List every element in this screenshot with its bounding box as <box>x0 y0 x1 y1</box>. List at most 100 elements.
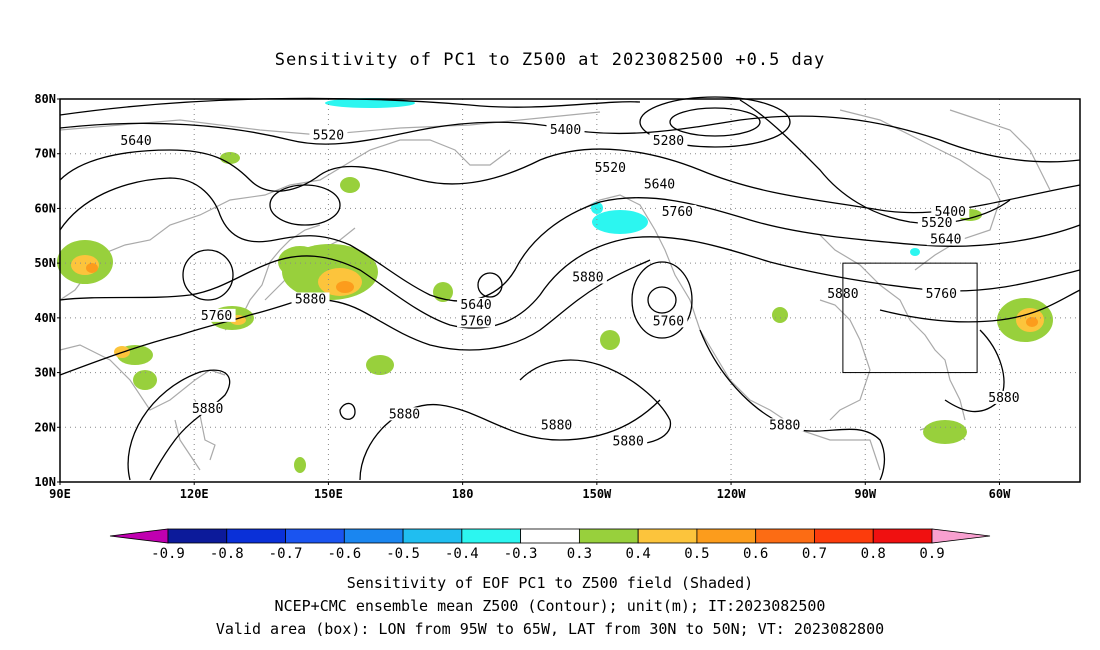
lat-tick-label: 60N <box>34 201 56 215</box>
contour-label-bg <box>609 434 648 448</box>
contour-label: 5880 <box>389 407 420 422</box>
shade-green-14 <box>294 457 306 473</box>
lat-tick-label: 30N <box>34 366 56 380</box>
lat-tick-label: 80N <box>34 92 56 106</box>
lon-tick-label: 180 <box>452 487 474 501</box>
shade-orange-0 <box>86 263 98 273</box>
colorbar-swatch <box>520 528 580 544</box>
contour-label-bg <box>188 401 227 415</box>
colorbar-label: -0.3 <box>504 546 538 562</box>
contour-label: 5640 <box>460 298 491 313</box>
lon-axis-labels: 90E 120E 150E 180 150W 120W 90W 60W <box>49 482 1011 501</box>
colorbar-label: 0.8 <box>861 546 886 562</box>
colorbar-label: -0.5 <box>386 546 420 562</box>
shade-green-7 <box>772 307 788 323</box>
lat-tick-label: 50N <box>34 256 56 270</box>
contour-label: 5760 <box>653 314 684 329</box>
contour-label-bg <box>309 128 348 142</box>
shade-green-12 <box>923 420 967 444</box>
shade-green-6 <box>600 330 620 350</box>
colorbar-label: 0.7 <box>802 546 827 562</box>
contour-label: 5880 <box>988 391 1019 406</box>
contour-label-bg <box>291 292 330 306</box>
contour-label-bg <box>117 133 156 147</box>
contour-label: 5880 <box>541 418 572 433</box>
colorbar-label: 0.3 <box>567 546 592 562</box>
contour-label: 5880 <box>572 271 603 286</box>
contour-label: 5760 <box>926 287 957 302</box>
lon-tick-label: 90E <box>49 487 71 501</box>
contour-label-bg <box>546 122 585 136</box>
contour-label-bg <box>931 204 970 218</box>
colorbar-swatch <box>461 528 522 544</box>
colorbar-label: -0.8 <box>210 546 244 562</box>
map-frame <box>59 98 1081 483</box>
contour-label: 5760 <box>201 309 232 324</box>
shade-green-5 <box>133 370 157 390</box>
shade-green-9 <box>340 177 360 193</box>
colorbar-swatch <box>226 528 286 544</box>
lat-axis-labels: 80N 70N 60N 50N 40N 30N 20N 10N <box>34 92 60 489</box>
colorbar-left-arrow <box>109 528 169 544</box>
colorbar: -0.9 -0.8 -0.7 -0.6 -0.5 -0.4 -0.3 0.3 0.4 0.5 0.6… <box>109 528 991 562</box>
contour-label-bg <box>984 390 1023 404</box>
shade-green-13 <box>366 355 394 375</box>
shade-cyan-2 <box>591 202 603 214</box>
caption-shading: Sensitivity of EOF PC1 to Z500 field (Sh… <box>346 574 754 592</box>
caption-contour: NCEP+CMC ensemble mean Z500 (Contour); u… <box>274 597 826 615</box>
contour-label-bg <box>537 418 576 432</box>
contour-label-bg <box>457 314 496 328</box>
shade-cyan-1 <box>592 210 648 234</box>
colorbar-right-arrow <box>931 528 991 544</box>
contour-label: 5520 <box>313 128 344 143</box>
lat-tick-label: 20N <box>34 420 56 434</box>
colorbar-swatch <box>578 528 639 544</box>
contour-label: 5520 <box>921 216 952 231</box>
shade-green-2 <box>278 246 322 278</box>
contour-label: 5880 <box>613 435 644 450</box>
sensitivity-shading <box>57 98 1053 473</box>
contour-label-bg <box>649 133 688 147</box>
lat-tick-label: 10N <box>34 475 56 489</box>
contour-label: 5640 <box>644 178 675 193</box>
contour-label-bg <box>640 177 679 191</box>
lon-tick-label: 150W <box>582 487 612 501</box>
colorbar-swatch <box>343 528 404 544</box>
contour-label: 5760 <box>460 314 491 329</box>
valid-area-box <box>842 262 978 374</box>
contour-label-bg <box>568 270 607 284</box>
contour-label-bg <box>658 204 697 218</box>
caption-valid-area: Valid area (box): LON from 95W to 65W, L… <box>215 620 885 638</box>
contour-label-bg <box>649 314 688 328</box>
colorbar-label: 0.5 <box>684 546 709 562</box>
lon-tick-label: 120E <box>180 487 209 501</box>
contour-label: 5880 <box>295 292 326 307</box>
colorbar-swatch <box>872 528 933 544</box>
contour-label-bg <box>917 215 956 229</box>
colorbar-label: 0.9 <box>919 546 944 562</box>
colorbar-label: -0.4 <box>445 546 479 562</box>
colorbar-swatch <box>637 528 698 544</box>
lon-tick-label: 150E <box>314 487 343 501</box>
contour-label: 5640 <box>120 134 151 149</box>
map-title: Sensitivity of PC1 to Z500 at 2023082500… <box>274 50 826 70</box>
lat-tick-label: 70N <box>34 147 56 161</box>
colorbar-swatch <box>755 528 815 544</box>
colorbar-swatch <box>167 528 228 544</box>
contour-label-bg <box>457 297 496 311</box>
contour-label: 5880 <box>769 418 800 433</box>
lat-tick-label: 40N <box>34 311 56 325</box>
colorbar-label: -0.9 <box>151 546 185 562</box>
contour-label: 5880 <box>192 402 223 417</box>
lon-tick-label: 120W <box>717 487 747 501</box>
colorbar-swatch <box>285 528 345 544</box>
contour-label: 5280 <box>653 134 684 149</box>
contour-label: 5400 <box>550 123 581 138</box>
lon-tick-label: 90W <box>854 487 876 501</box>
colorbar-swatch <box>696 528 757 544</box>
contour-label-bg <box>385 407 424 421</box>
shade-orange-2 <box>1026 317 1038 327</box>
colorbar-label: -0.7 <box>269 546 303 562</box>
